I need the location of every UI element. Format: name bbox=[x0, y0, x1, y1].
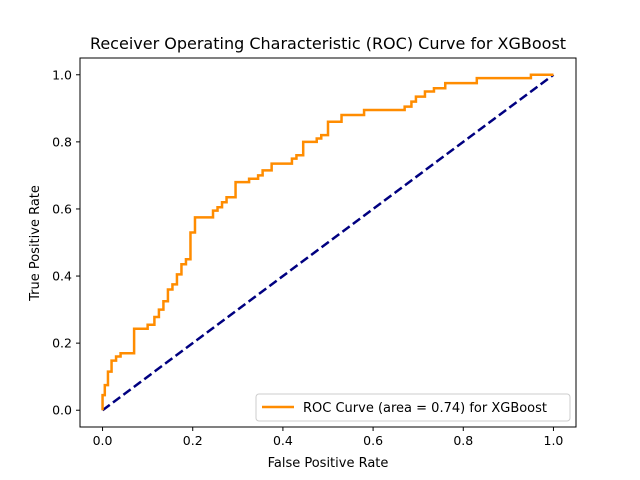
roc-curve-line bbox=[101, 73, 554, 411]
y-tick-label: 1.0 bbox=[52, 67, 72, 82]
y-tick-label: 0.2 bbox=[52, 336, 72, 351]
legend-label: ROC Curve (area = 0.74) for XGBoost bbox=[303, 401, 547, 416]
x-axis: 0.0 0.2 0.4 0.6 0.8 1.0 bbox=[93, 427, 564, 448]
legend: ROC Curve (area = 0.74) for XGBoost bbox=[255, 393, 571, 422]
x-axis-label: False Positive Rate bbox=[268, 456, 389, 471]
plot-frame bbox=[79, 57, 577, 428]
x-tick-label: 0.6 bbox=[363, 433, 383, 448]
y-tick-label: 0.0 bbox=[52, 403, 72, 418]
x-tick-label: 0.2 bbox=[183, 433, 203, 448]
x-tick-label: 0.0 bbox=[93, 433, 113, 448]
series-group bbox=[101, 73, 555, 412]
random-classifier-line bbox=[101, 73, 555, 412]
y-tick-label: 0.8 bbox=[52, 134, 72, 149]
y-axis-label: True Positive Rate bbox=[28, 185, 43, 302]
legend-box bbox=[255, 393, 571, 422]
x-tick-label: 0.8 bbox=[453, 433, 473, 448]
y-tick-label: 0.6 bbox=[52, 201, 72, 216]
y-axis: 0.0 0.2 0.4 0.6 0.8 1.0 bbox=[52, 67, 80, 418]
x-tick-label: 0.4 bbox=[273, 433, 293, 448]
x-tick-label: 1.0 bbox=[544, 433, 564, 448]
y-tick-label: 0.4 bbox=[52, 269, 72, 284]
chart-title: Receiver Operating Characteristic (ROC) … bbox=[90, 34, 566, 53]
